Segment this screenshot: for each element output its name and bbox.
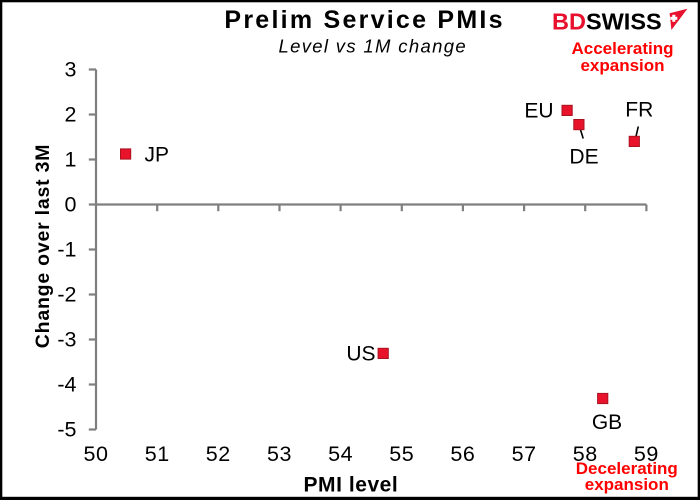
svg-text:-1: -1 [57,238,76,262]
svg-text:1: 1 [65,148,77,172]
svg-text:51: 51 [145,442,170,466]
svg-text:3: 3 [65,58,77,82]
svg-text:59: 59 [634,442,659,466]
svg-text:Level vs 1M change: Level vs 1M change [278,35,466,56]
svg-text:US: US [346,343,375,366]
svg-text:Change over last 3M: Change over last 3M [32,144,54,348]
svg-text:expansion: expansion [585,475,669,494]
svg-text:58: 58 [573,442,598,466]
svg-text:Decelerating: Decelerating [576,459,678,478]
svg-text:PMI level: PMI level [304,473,399,496]
svg-text:-2: -2 [57,283,76,307]
svg-text:-5: -5 [57,418,76,442]
svg-text:50: 50 [83,442,108,466]
svg-text:56: 56 [450,442,475,466]
svg-text:JP: JP [145,144,170,167]
svg-text:0: 0 [65,193,77,217]
svg-text:Accelerating: Accelerating [571,39,673,58]
svg-text:-4: -4 [57,373,76,397]
svg-text:DE: DE [569,146,598,169]
svg-text:expansion: expansion [580,56,664,75]
svg-text:54: 54 [328,442,353,466]
svg-text:FR: FR [625,99,653,122]
svg-text:53: 53 [267,442,292,466]
svg-text:2: 2 [65,103,77,127]
svg-text:-3: -3 [57,328,76,352]
svg-text:52: 52 [206,442,231,466]
svg-text:BDSWISS: BDSWISS [552,9,662,35]
svg-text:EU: EU [524,100,553,123]
svg-text:Prelim Service PMIs: Prelim Service PMIs [224,6,504,34]
svg-text:55: 55 [389,442,414,466]
svg-text:GB: GB [592,411,622,434]
svg-text:57: 57 [512,442,537,466]
